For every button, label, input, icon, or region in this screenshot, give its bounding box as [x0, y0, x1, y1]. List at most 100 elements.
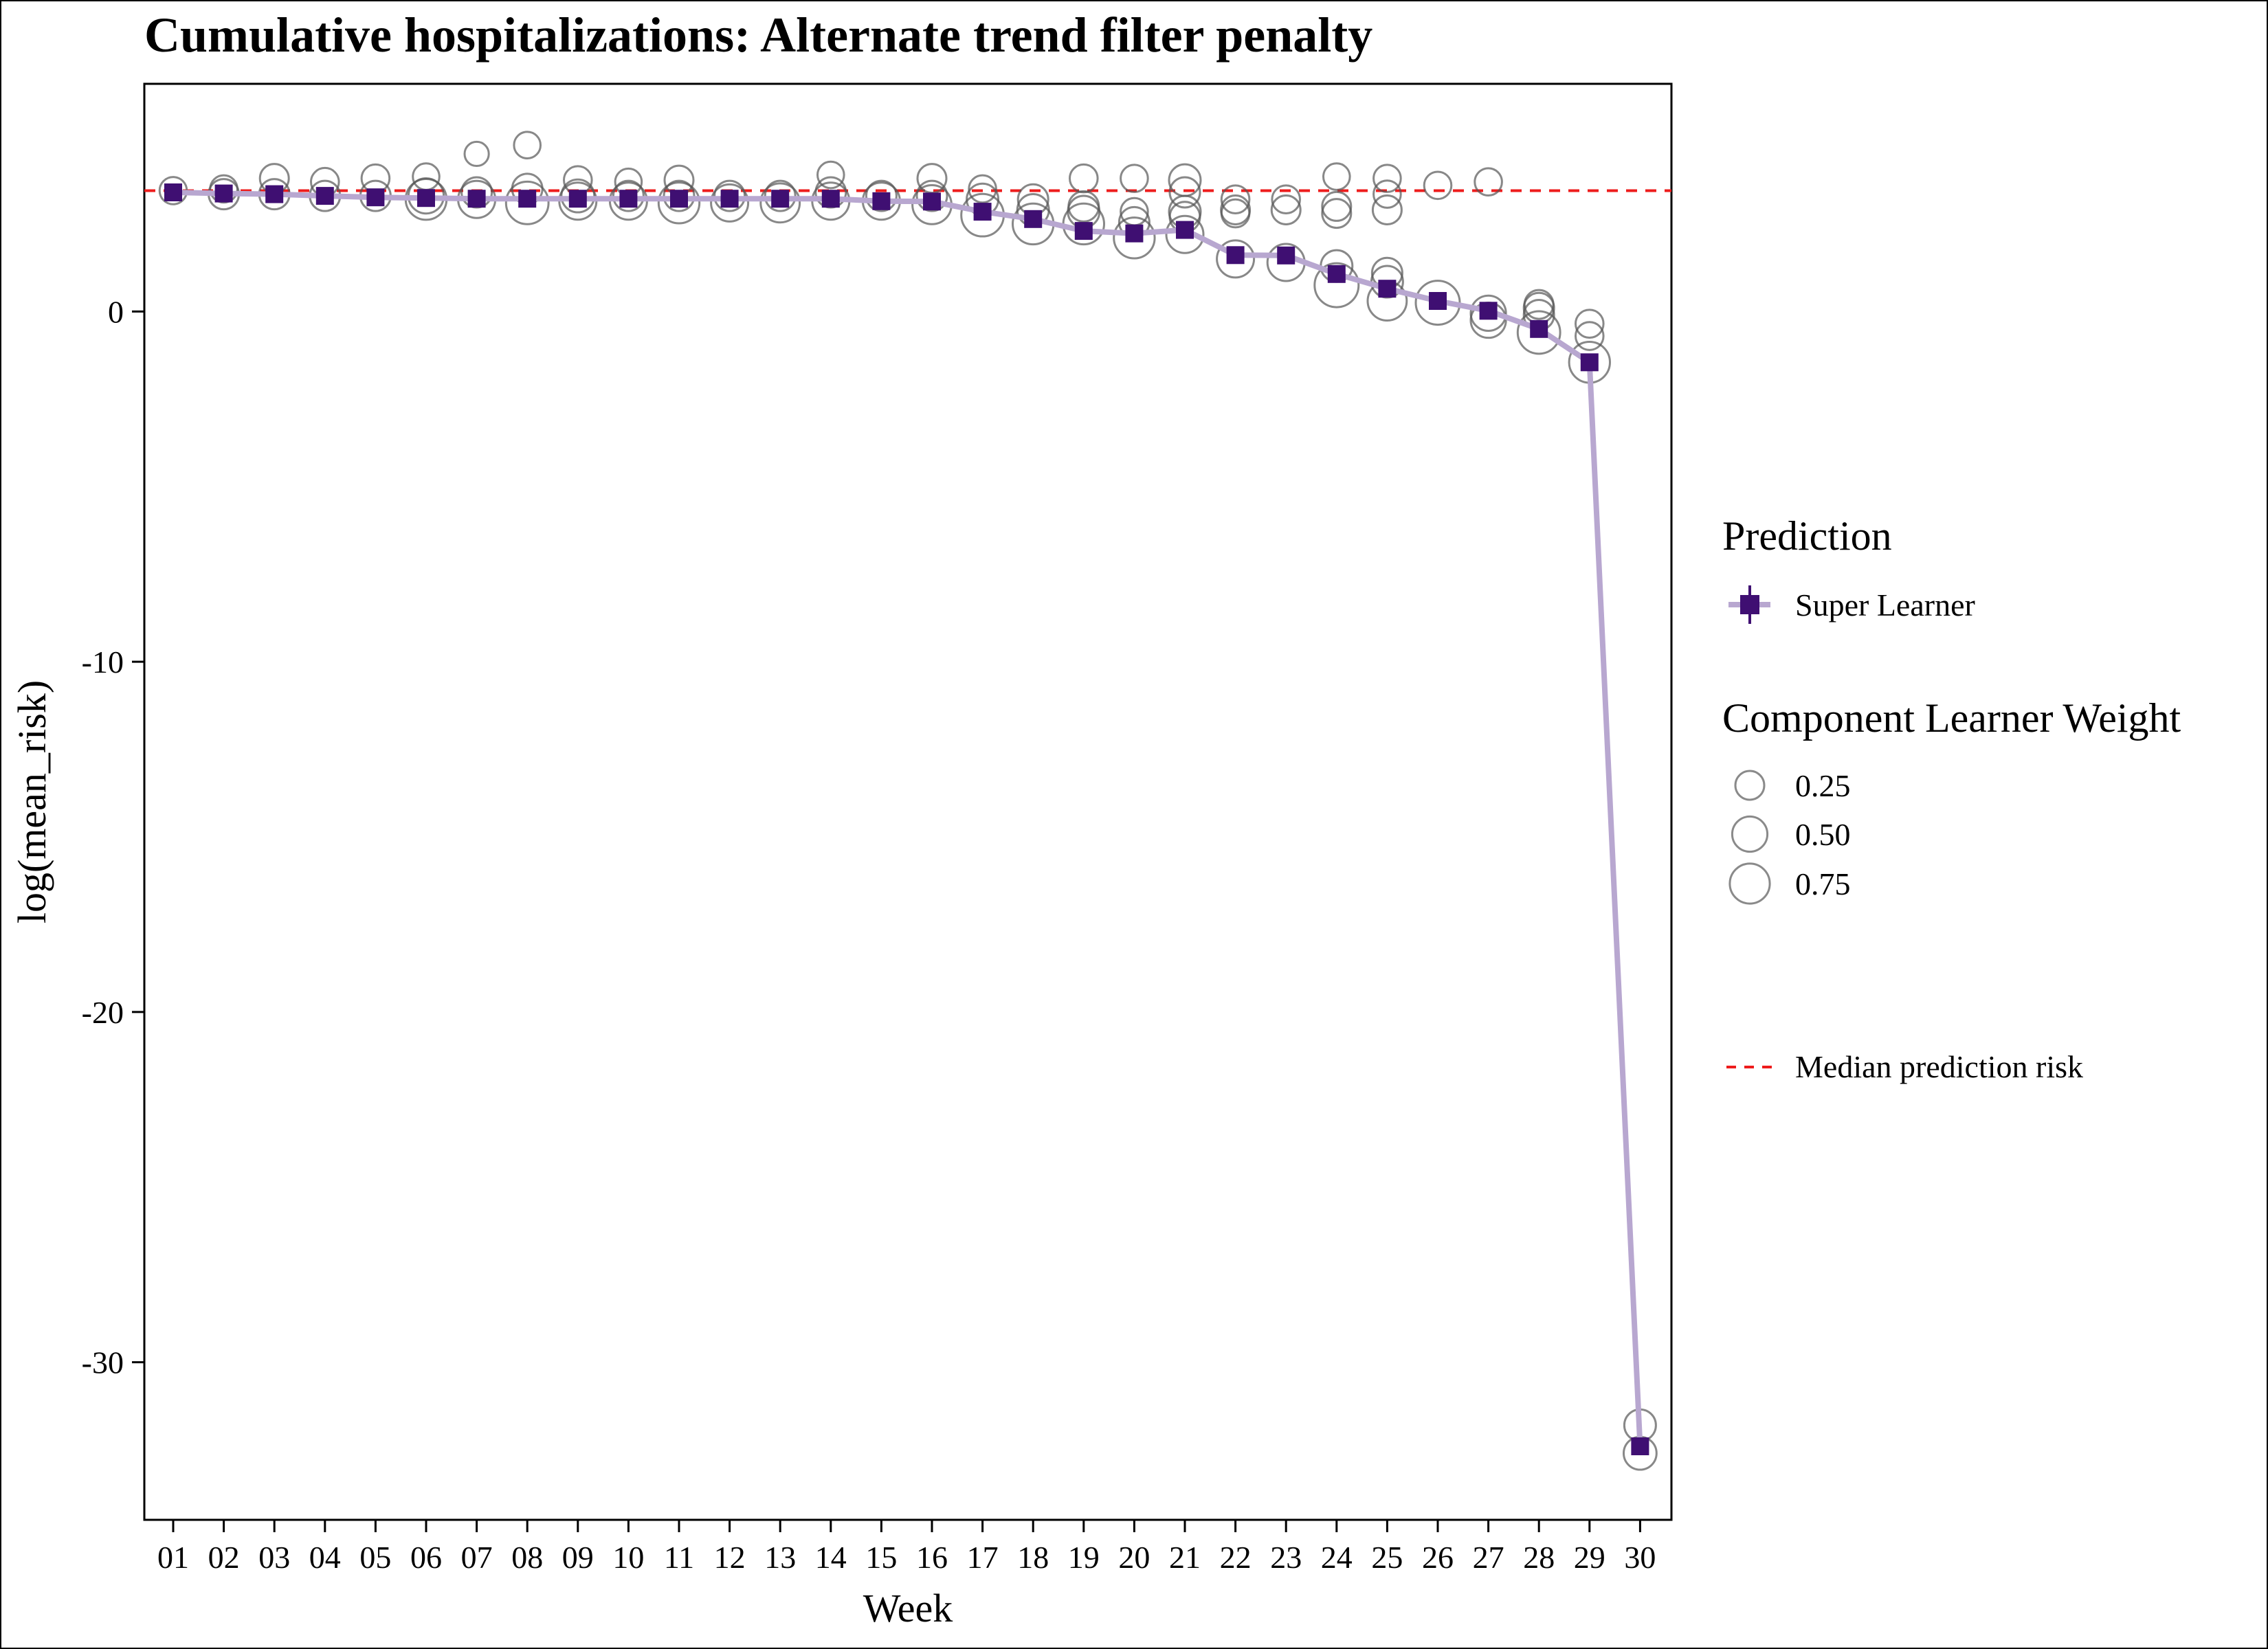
- component-point-22-2: [1220, 198, 1251, 229]
- x-tick-label-22: 22: [1220, 1540, 1252, 1575]
- super-learner-point-28: [1530, 319, 1548, 338]
- x-axis: 01 02 03 04 05 06 07 08 09 10 11 12 13 14 15 16 17 18 19 20…: [157, 1520, 1656, 1575]
- super-learner-point-27: [1479, 302, 1498, 320]
- y-tick-label-0: 0: [108, 294, 124, 329]
- super-learner-point-14: [821, 190, 840, 208]
- super-learner-point-05: [366, 188, 385, 207]
- legend-weight-label-0.50: 0.50: [1795, 817, 1851, 852]
- super-learner-point-10: [619, 190, 638, 208]
- component-point-16-1: [915, 179, 948, 212]
- x-tick-label-26: 26: [1422, 1540, 1454, 1575]
- component-point-27-1: [1469, 294, 1507, 332]
- component-point-12-0: [713, 179, 746, 212]
- x-tick-label-04: 04: [309, 1540, 341, 1575]
- y-axis-title: log(mean_risk): [10, 680, 54, 923]
- super-learner-point-03: [265, 185, 284, 203]
- x-tick-label-12: 12: [714, 1540, 746, 1575]
- x-tick-label-01: 01: [157, 1540, 189, 1575]
- component-point-24-2: [1321, 198, 1353, 229]
- super-learner-point-02: [214, 184, 233, 203]
- component-point-09-1: [560, 178, 596, 214]
- legend-weight-circle-0.75: [1728, 862, 1771, 905]
- x-tick-label-10: 10: [612, 1540, 644, 1575]
- x-tick-label-20: 20: [1118, 1540, 1150, 1575]
- component-point-08-0: [513, 131, 542, 160]
- legend-reference-label: Median prediction risk: [1795, 1049, 2083, 1084]
- component-point-25-0: [1372, 164, 1402, 193]
- x-tick-label-21: 21: [1169, 1540, 1201, 1575]
- component-point-14-0: [816, 160, 845, 190]
- component-point-13-0: [764, 179, 797, 212]
- super-learner-point-19: [1074, 222, 1093, 240]
- super-learner-point-20: [1125, 224, 1144, 243]
- legend-super-learner-square: [1740, 595, 1759, 614]
- component-point-17-0: [968, 174, 997, 204]
- component-point-07-0: [463, 140, 490, 168]
- legend-weight-circle-0.25: [1734, 770, 1766, 801]
- x-tick-label-13: 13: [764, 1540, 796, 1575]
- x-tick-label-27: 27: [1473, 1540, 1504, 1575]
- component-point-23-1: [1270, 194, 1302, 226]
- component-point-28-3: [1516, 310, 1561, 355]
- component-point-11-2: [657, 181, 701, 225]
- x-tick-label-08: 08: [511, 1540, 543, 1575]
- component-point-15-0: [865, 179, 898, 212]
- component-point-22-0: [1220, 184, 1251, 215]
- x-tick-label-14: 14: [815, 1540, 847, 1575]
- component-point-29-0: [1575, 309, 1605, 339]
- x-tick-label-24: 24: [1321, 1540, 1353, 1575]
- super-learner-point-23: [1277, 246, 1296, 265]
- x-tick-label-29: 29: [1574, 1540, 1605, 1575]
- x-tick-label-28: 28: [1523, 1540, 1555, 1575]
- component-point-24-0: [1322, 162, 1351, 191]
- y-tick-label--30: -30: [82, 1345, 124, 1380]
- legend-super-learner-label: Super Learner: [1795, 587, 1975, 622]
- component-point-24-1: [1321, 190, 1353, 222]
- x-tick-label-19: 19: [1068, 1540, 1100, 1575]
- component-point-13-1: [759, 182, 801, 224]
- super-learner-point-17: [973, 203, 992, 221]
- x-tick-label-25: 25: [1371, 1540, 1403, 1575]
- super-learner-point-06: [417, 189, 435, 207]
- super-learner-point-04: [315, 187, 334, 205]
- component-point-20-0: [1120, 164, 1149, 193]
- super-learner-point-07: [467, 190, 486, 208]
- component-point-21-1: [1168, 176, 1201, 209]
- chart-title: Cumulative hospitalizations: Alternate t…: [144, 8, 1372, 63]
- x-tick-label-23: 23: [1270, 1540, 1302, 1575]
- x-tick-label-02: 02: [208, 1540, 240, 1575]
- component-point-22-3: [1216, 239, 1256, 279]
- component-point-21-4: [1165, 214, 1205, 254]
- component-point-24-4: [1313, 262, 1360, 309]
- legend-weight-label-0.25: 0.25: [1795, 768, 1851, 803]
- component-point-26-0: [1423, 170, 1453, 201]
- super-learner-point-25: [1378, 280, 1397, 298]
- component-point-12-1: [710, 183, 750, 223]
- super-learner-point-16: [923, 192, 941, 211]
- super-learner-point-30: [1631, 1437, 1649, 1455]
- component-point-11-1: [663, 179, 696, 212]
- super-learner-point-08: [518, 190, 537, 208]
- component-point-19-0: [1069, 163, 1099, 194]
- x-tick-label-05: 05: [359, 1540, 391, 1575]
- super-learner-point-15: [872, 192, 891, 210]
- x-tick-label-15: 15: [865, 1540, 897, 1575]
- y-axis: 0 -10 -20 -30: [82, 294, 144, 1380]
- super-learner-point-22: [1226, 246, 1245, 265]
- x-tick-label-07: 07: [461, 1540, 493, 1575]
- legend-weight-title: Component Learner Weight: [1722, 695, 2181, 741]
- super-learner-point-29: [1580, 353, 1599, 372]
- component-point-25-2: [1371, 194, 1403, 226]
- legend-weight-label-0.75: 0.75: [1795, 866, 1851, 901]
- super-learner-point-09: [568, 190, 587, 208]
- super-learner-point-26: [1429, 292, 1447, 310]
- super-learner-point-13: [771, 190, 790, 208]
- x-tick-label-30: 30: [1624, 1540, 1656, 1575]
- component-point-29-1: [1575, 321, 1605, 351]
- component-point-25-1: [1372, 179, 1402, 209]
- super-learner-point-24: [1327, 265, 1346, 283]
- x-tick-label-06: 06: [410, 1540, 442, 1575]
- x-axis-title: Week: [863, 1586, 953, 1630]
- super-learner-point-11: [670, 190, 688, 208]
